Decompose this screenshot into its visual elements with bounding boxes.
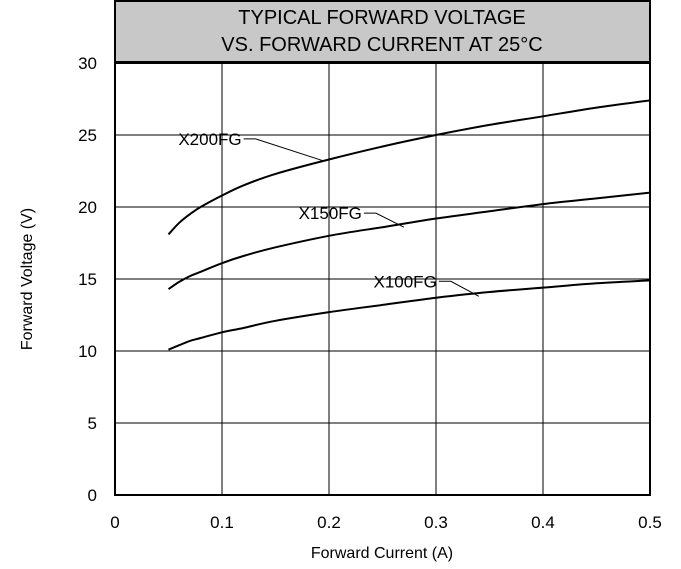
x-tick-label: 0.3 (424, 513, 448, 532)
series-label-x100fg: X100FG (373, 272, 436, 291)
grid-lines (115, 63, 650, 495)
series-leader-line (243, 138, 324, 162)
y-tick-label: 20 (78, 198, 97, 217)
chart-title-line-2: VS. FORWARD CURRENT AT 25°C (221, 34, 542, 56)
x-axis-label: Forward Current (A) (311, 545, 453, 562)
x-tick-label: 0.4 (531, 513, 555, 532)
series-leader-line (438, 280, 480, 297)
title-band (114, 0, 651, 63)
chart-title-line-1: TYPICAL FORWARD VOLTAGE (238, 7, 525, 29)
y-tick-label: 0 (88, 486, 97, 505)
series-label-x150fg: X150FG (299, 204, 362, 223)
y-tick-label: 30 (78, 54, 97, 73)
y-tick-label: 5 (88, 414, 97, 433)
series-line-x100fg (168, 279, 651, 351)
series-label-x200fg: X200FG (178, 130, 241, 149)
x-tick-label: 0.2 (317, 513, 341, 532)
series-leader-line (363, 212, 405, 228)
y-tick-label: 15 (78, 270, 97, 289)
series-labels: X200FG X150FG X100FG (178, 130, 480, 297)
tick-labels: 0 0.1 0.2 0.3 0.4 0.5 0 5 10 15 20 25 30 (78, 54, 662, 532)
x-tick-label: 0.1 (210, 513, 234, 532)
x-tick-label: 0.5 (638, 513, 662, 532)
y-axis-label: Forward Voltage (V) (19, 208, 36, 350)
series-line-x150fg (167, 191, 651, 290)
x-tick-label: 0 (110, 513, 119, 532)
series-line-x200fg (167, 99, 651, 236)
y-tick-label: 10 (78, 342, 97, 361)
y-tick-label: 25 (78, 126, 97, 145)
series-curves (167, 99, 651, 351)
plot-frame (114, 62, 651, 496)
